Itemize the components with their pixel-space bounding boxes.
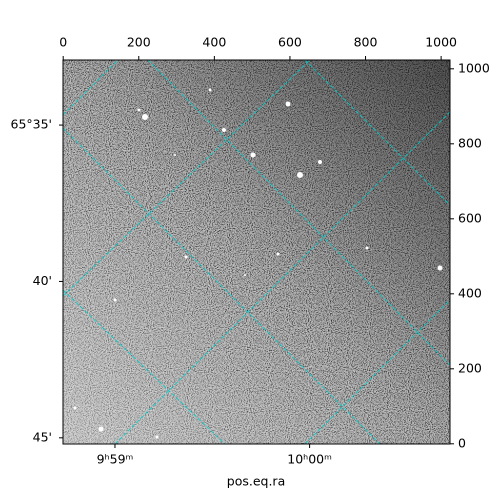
y-tick-label: 200 <box>458 360 482 375</box>
x-tick-label: 800 <box>354 35 378 50</box>
y-tick-label: 400 <box>458 285 482 300</box>
x-tick-label: 400 <box>202 35 226 50</box>
x-tick-label: 600 <box>278 35 302 50</box>
wcs-grid-line <box>63 289 226 444</box>
dec-tick-label: 45' <box>33 429 52 444</box>
wcs-grid-line <box>147 60 450 366</box>
wcs-grid <box>63 60 450 444</box>
wcs-grid-line <box>63 60 119 116</box>
x-tick-label: 0 <box>59 35 67 50</box>
image-noise <box>63 60 450 444</box>
y-tick-label: 600 <box>458 210 482 225</box>
wcs-grid-line <box>63 60 311 297</box>
x-axis-label: pos.eq.ra <box>227 474 285 489</box>
y-tick-label: 800 <box>458 135 482 150</box>
x-tick-label: 1000 <box>425 35 457 50</box>
wcs-grid-line <box>304 60 450 206</box>
ra-tick-label: 10ʰ00ᵐ <box>287 452 332 467</box>
sky-image <box>63 60 450 444</box>
stars <box>73 88 443 439</box>
wcs-grid-line <box>114 111 450 444</box>
y-tick-label: 1000 <box>458 60 490 75</box>
y-tick-label: 0 <box>458 435 466 450</box>
dec-tick-label: 65°35' <box>11 117 53 132</box>
ra-tick-label: 9ʰ59ᵐ <box>97 452 134 467</box>
wcs-grid-line <box>63 127 381 444</box>
x-tick-label: 200 <box>127 35 151 50</box>
dec-tick-label: 40' <box>33 273 52 288</box>
frame <box>62 59 451 445</box>
wcs-grid-line <box>304 299 450 444</box>
